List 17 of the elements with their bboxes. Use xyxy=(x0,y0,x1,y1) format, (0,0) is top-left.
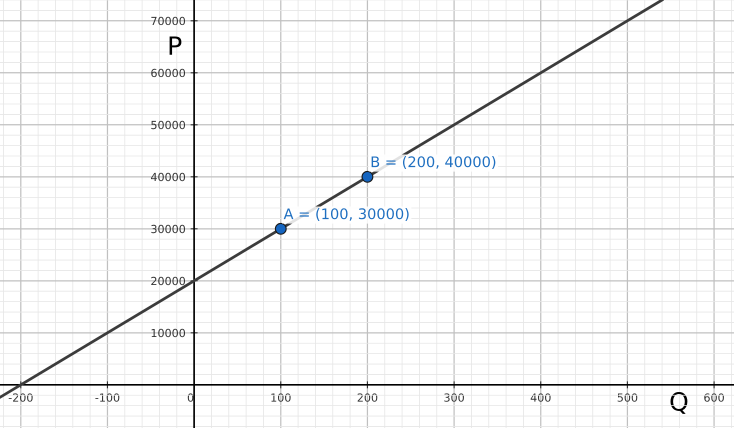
x-axis-title: Q xyxy=(670,392,688,414)
y-tick-label: 30000 xyxy=(151,224,186,234)
y-tick-label: 10000 xyxy=(152,328,186,338)
x-tick-label: 300 xyxy=(444,393,464,402)
y-tick-label: 20000 xyxy=(151,276,186,286)
x-tick-label: 100 xyxy=(271,393,291,402)
x-tick-label: 200 xyxy=(358,393,378,402)
x-tick-label: -200 xyxy=(8,393,33,402)
annotation: B = (200, 40000) xyxy=(372,156,496,170)
annotation: A = (100, 30000) xyxy=(284,208,409,222)
y-tick-label: 60000 xyxy=(151,68,186,78)
y-tick-label: 50000 xyxy=(151,120,186,130)
y-tick-label: 70000 xyxy=(151,16,186,26)
x-tick-label: -100 xyxy=(95,393,120,402)
y-tick-label: 40000 xyxy=(150,172,186,182)
y-axis-title: P xyxy=(170,36,182,55)
x-tick-label: 500 xyxy=(618,393,638,402)
